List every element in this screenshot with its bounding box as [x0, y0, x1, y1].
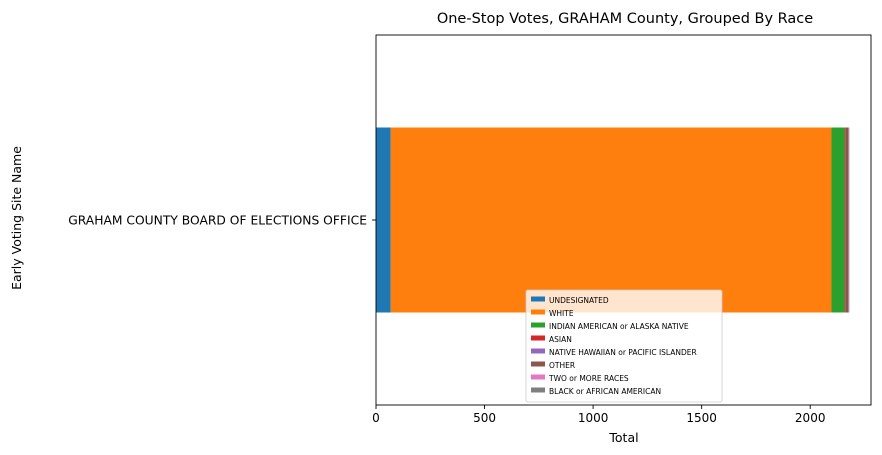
legend-label-other: OTHER: [549, 361, 575, 370]
x-tick-label: 2000: [795, 411, 826, 425]
bar-undesignated: [376, 127, 391, 313]
x-axis-ticks: 0 500 1000 1500 2000: [372, 405, 825, 425]
x-tick-label: 1500: [686, 411, 717, 425]
legend-label-indian-american-or-alaska-native: INDIAN AMERICAN or ALASKA NATIVE: [549, 322, 689, 331]
legend-label-native-hawaiian-or-pacific-islander: NATIVE HAWAIIAN or PACIFIC ISLANDER: [549, 348, 697, 357]
bars-group: [376, 127, 850, 313]
legend-swatch-undesignated: [531, 296, 545, 302]
bar-other: [845, 127, 849, 313]
x-tick-label: 0: [372, 411, 380, 425]
bar-indian-american-or-alaska-native: [831, 127, 845, 313]
y-tick-label: GRAHAM COUNTY BOARD OF ELECTIONS OFFICE: [68, 214, 367, 228]
y-axis-ticks: GRAHAM COUNTY BOARD OF ELECTIONS OFFICE: [68, 214, 376, 228]
legend-label-two-or-more-races: TWO or MORE RACES: [548, 374, 629, 383]
legend-swatch-white: [531, 309, 545, 315]
legend-swatch-black-or-african-american: [531, 387, 545, 393]
legend-swatch-asian: [531, 335, 545, 341]
bar-white: [390, 127, 832, 313]
legend-swatch-two-or-more-races: [531, 374, 545, 380]
legend-box: [525, 289, 723, 403]
x-axis-label: Total: [608, 430, 638, 445]
x-tick-label: 1000: [578, 411, 609, 425]
legend-swatch-native-hawaiian-or-pacific-islander: [531, 348, 545, 354]
chart-title: One-Stop Votes, GRAHAM County, Grouped B…: [437, 11, 813, 27]
y-axis-label: Early Voting Site Name: [9, 146, 24, 290]
legend-swatch-other: [531, 361, 545, 367]
legend-label-white: WHITE: [549, 309, 574, 318]
legend-label-asian: ASIAN: [549, 335, 572, 344]
x-tick-label: 500: [473, 411, 496, 425]
legend: UNDESIGNATED WHITE INDIAN AMERICAN or ALAS…: [525, 289, 723, 403]
legend-label-undesignated: UNDESIGNATED: [549, 296, 609, 305]
legend-swatch-indian-american-or-alaska-native: [531, 322, 545, 328]
legend-label-black-or-african-american: BLACK or AFRICAN AMERICAN: [549, 387, 661, 396]
